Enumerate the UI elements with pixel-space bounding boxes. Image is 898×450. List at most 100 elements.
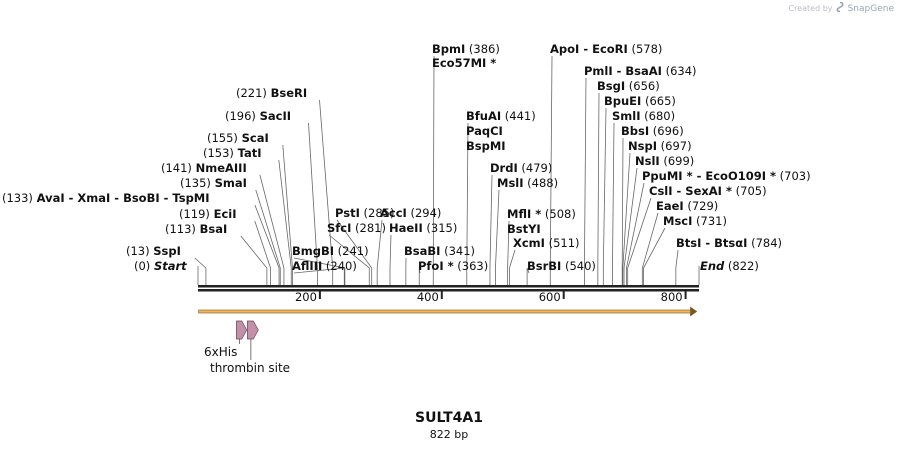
site-leader-line [621,137,624,285]
site-label[interactable]: EaeI (729) [656,199,718,213]
feature-arrow-thrombin-site[interactable] [247,320,259,340]
site-label[interactable]: PaqCI [466,124,503,138]
site-position: (281) [351,221,386,235]
end-label: End (822) [700,259,759,273]
site-label[interactable]: ApoI - EcoRI (578) [550,42,662,56]
site-label[interactable]: (153) TatI [203,146,262,160]
site-label[interactable]: Eco57MI * [432,56,496,70]
site-leader-line [495,189,500,285]
enzyme-name: NspI [628,139,657,153]
site-label[interactable]: (13) SspI [126,244,181,258]
site-label[interactable]: NslI (699) [635,154,694,168]
orf-bar[interactable] [198,309,692,314]
site-position: (363) [453,259,489,273]
enzyme-name: AvaI - XmaI - BsoBI - TspMI [36,191,210,205]
site-label[interactable]: (135) SmaI [180,176,247,190]
feature-arrow-6xhis[interactable] [236,320,248,340]
site-leader-line [432,55,435,285]
site-label[interactable]: PstI (285) [335,206,394,220]
site-position: (822) [724,259,759,273]
enzyme-name: BbsI [621,124,650,138]
enzyme-name: CslI - SexAI * [649,184,732,198]
site-position: (141) [161,161,196,175]
site-position: (241) [334,244,369,258]
backbone-top-strand [198,285,699,288]
site-label[interactable]: AccI (294) [380,206,441,220]
enzyme-name: PaqCI [466,124,503,138]
site-label[interactable]: PpuMI * - EcoO109I * (703) [642,169,811,183]
snapgene-logo-icon [836,1,844,13]
site-label[interactable]: (196) SacII [225,109,291,123]
site-leader-line [466,122,469,285]
site-label[interactable]: MslI (488) [497,176,558,190]
site-leader-line [336,219,373,285]
site-leader-line [507,220,510,285]
site-label[interactable]: (119) EciI [179,207,237,221]
enzyme-name: EaeI [656,199,684,213]
site-leader-line [376,219,383,285]
site-label[interactable]: CslI - SexAI * (705) [649,184,767,198]
site-label[interactable]: SmlI (680) [612,109,675,123]
site-label[interactable]: (141) NmeAIII [161,161,247,175]
snapgene-credit: Created by SnapGene [788,1,894,14]
site-leader-line [308,122,318,285]
orf-arrow[interactable] [198,306,698,317]
site-label[interactable]: (155) ScaI [207,131,269,145]
site-label[interactable]: BpuEI (665) [604,94,676,108]
site-leader-line [509,249,516,285]
enzyme-name: Eco57MI * [432,56,497,70]
site-label[interactable]: SfcI (281) [327,221,386,235]
site-label[interactable]: BsgI (656) [597,79,660,93]
site-position: (13) [126,244,154,258]
site-label[interactable]: BfuAI (441) [466,109,536,123]
start-label: (0) Start [134,259,187,273]
site-label[interactable]: BpmI (386) [432,42,500,56]
site-leader-line [418,267,421,285]
site-label[interactable]: BbsI (696) [621,124,684,138]
site-label[interactable]: NspI (697) [628,139,692,153]
site-label[interactable]: BspMI [466,139,506,153]
site-label[interactable]: PfoI * (363) [418,259,488,273]
credit-brand: SnapGene [847,4,894,14]
enzyme-name: BsaI [199,222,228,236]
site-label[interactable]: (113) BsaI [165,222,227,236]
site-label[interactable]: HaeII (315) [389,221,457,235]
site-position: (221) [236,86,271,100]
enzyme-name: SspI [153,244,181,258]
site-label[interactable]: BstYI [507,222,541,236]
site-label[interactable]: (221) BseRI [236,86,307,100]
enzyme-name: EciI [213,207,237,221]
enzyme-name: BpuEI [604,94,642,108]
site-position: (479) [517,161,553,175]
site-label[interactable]: BtsI - BtsαI (784) [676,236,782,250]
site-label[interactable]: XcmI (511) [513,236,580,250]
site-leader-line [597,92,600,285]
site-label[interactable]: BsaBI (341) [404,244,475,258]
scale-ticks: 200 400 600 800 [295,290,687,304]
site-label[interactable]: AflIII (240) [292,259,357,273]
site-position: (511) [544,236,580,250]
site-leader-line [643,227,666,285]
site-label[interactable]: MflI * (508) [507,207,576,221]
enzyme-name: XcmI [513,236,545,250]
site-position: (441) [501,109,536,123]
site-label[interactable]: MscI (731) [663,214,727,228]
site-label[interactable]: PmlI - BsaAI (634) [584,64,697,78]
enzyme-name: PmlI - BsaAI [584,64,662,78]
site-position: (240) [322,259,357,273]
site-leader-line [240,235,268,285]
feature-arrows[interactable] [236,320,259,360]
site-label[interactable]: (133) AvaI - XmaI - BsoBI - TspMI [2,191,210,205]
site-position: (155) [207,131,242,145]
site-position: (731) [692,214,727,228]
site-label[interactable]: BmgBI (241) [292,244,369,258]
site-label[interactable]: BsrBI (540) [527,259,596,273]
enzyme-name: BsaBI [404,244,441,258]
site-leader-line [278,159,292,285]
site-position: (729) [683,199,719,213]
credit-prefix: Created by [788,4,833,13]
site-label[interactable]: DrdI (479) [490,161,552,175]
site-leader-line [489,174,493,285]
site-position: (196) [225,109,260,123]
